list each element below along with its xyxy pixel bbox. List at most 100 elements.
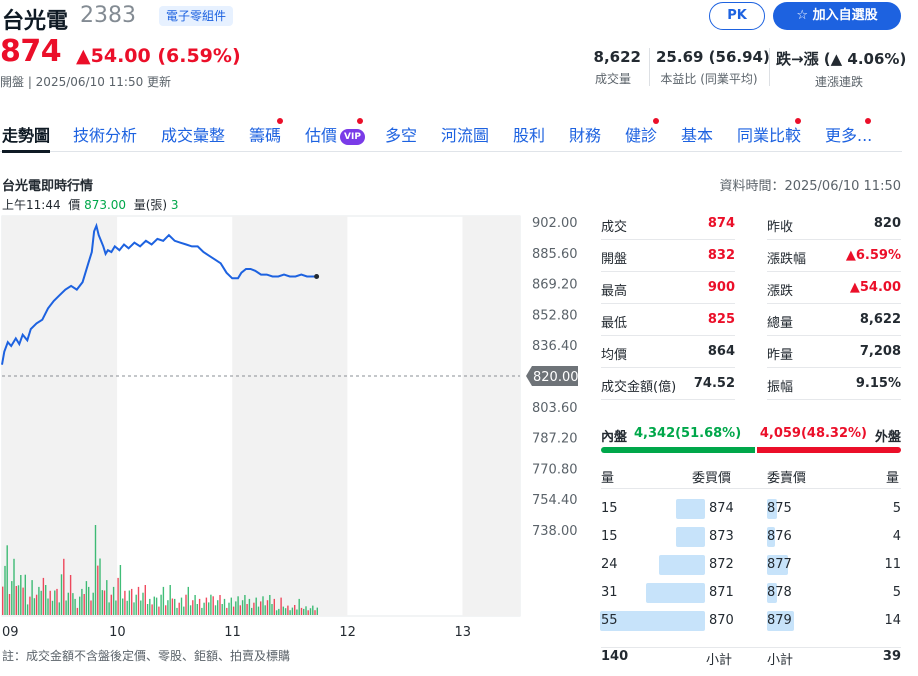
volume-bar xyxy=(208,602,210,615)
orderbook-divider xyxy=(601,488,901,489)
tab-health[interactable]: 健診 xyxy=(625,126,658,145)
ask-qty[interactable]: 5 xyxy=(892,501,901,516)
volume-bar xyxy=(72,593,74,615)
volume-bar xyxy=(112,586,115,615)
new-dot-icon xyxy=(277,118,283,124)
ask-price[interactable]: 875 xyxy=(767,501,792,516)
price-change: ▲54.00 (6.59%) xyxy=(76,45,241,67)
ask-volume-bar xyxy=(767,555,788,575)
volume-bar xyxy=(169,585,171,615)
volume-bar xyxy=(176,607,178,615)
tab-finance[interactable]: 財務 xyxy=(569,118,659,146)
bid-qty[interactable]: 24 xyxy=(601,557,618,572)
tab-trend[interactable]: 走勢圖 xyxy=(2,122,51,153)
ask-price[interactable]: 876 xyxy=(767,529,792,544)
reference-price-tag: 820.00 xyxy=(526,366,579,386)
bid-subtotal-label: 小計 xyxy=(706,653,733,668)
bid-price[interactable]: 870 xyxy=(709,613,734,628)
quote-left-value: 874 xyxy=(707,216,735,231)
volume-bar xyxy=(47,598,49,615)
tick-price-label: 價 xyxy=(68,198,81,212)
volume-bar xyxy=(251,607,253,615)
ask-qty[interactable]: 11 xyxy=(884,557,901,572)
intraday-chart[interactable]: 902.00 885.60 869.20 852.80 836.40 820.00 803.… xyxy=(0,214,590,644)
y-tick-label: 787.20 xyxy=(532,432,578,447)
ask-price[interactable]: 877 xyxy=(767,557,792,572)
volume-bar xyxy=(189,605,192,615)
last-price-dot xyxy=(314,273,320,279)
quote-right-row: 振幅 9.15% xyxy=(767,368,901,400)
tab-peers[interactable]: 同業比較 xyxy=(737,118,801,146)
orderbook-row: 55 870 879 14 xyxy=(600,607,901,635)
volume-bar xyxy=(255,597,257,615)
pk-button[interactable]: PK xyxy=(709,2,765,30)
stat-streak-label: 連漲連跌 xyxy=(814,75,863,89)
volume-bar xyxy=(178,602,180,615)
tab-trades[interactable]: 成交彙整 xyxy=(161,126,226,145)
stat-streak-value: 跌→漲 (▲ 4.06%) xyxy=(776,50,907,68)
volume-bar xyxy=(192,600,194,615)
volume-bar xyxy=(51,600,54,615)
bid-volume-bar xyxy=(600,611,705,631)
volume-bar xyxy=(235,601,237,615)
ask-qty[interactable]: 5 xyxy=(892,585,901,600)
volume-bar xyxy=(85,581,88,615)
y-tick-label: 803.60 xyxy=(532,401,578,416)
bid-qty[interactable]: 31 xyxy=(601,585,618,600)
volume-bar xyxy=(237,596,239,615)
volume-bar xyxy=(273,598,275,615)
volume-bar xyxy=(142,592,144,615)
tab-more[interactable]: 更多... xyxy=(825,118,872,146)
tab-valuation[interactable]: 估價 VIP xyxy=(305,118,365,146)
volume-bar xyxy=(106,580,108,615)
quote-left-value: 900 xyxy=(707,280,735,295)
tab-long-short[interactable]: 多空 xyxy=(385,126,418,145)
volume-bar xyxy=(303,608,305,615)
quote-right-row: 昨量 7,208 xyxy=(767,336,901,368)
quote-right-label: 昨量 xyxy=(767,348,794,363)
volume-bar xyxy=(67,592,69,615)
bid-price[interactable]: 873 xyxy=(709,529,734,544)
tab-chips[interactable]: 籌碼 xyxy=(249,118,283,146)
bid-volume-bar xyxy=(659,555,705,575)
tab-dividend[interactable]: 股利 xyxy=(513,126,546,145)
bid-price[interactable]: 872 xyxy=(709,557,734,572)
orderbook-subtotal: 140 小計 小計 39 xyxy=(601,647,901,668)
quote-right-label: 漲跌幅 xyxy=(767,252,807,267)
industry-badge[interactable]: 電子零組件 xyxy=(159,6,234,26)
quote-right-value: 9.15% xyxy=(855,376,901,391)
hour-band xyxy=(232,216,348,616)
volume-bar xyxy=(115,600,117,615)
volume-bar xyxy=(171,598,174,615)
quote-left-label: 最低 xyxy=(601,316,628,331)
ask-price[interactable]: 878 xyxy=(767,585,792,600)
quote-right-row: 昨收 820 xyxy=(767,208,901,240)
y-tick-label: 836.40 xyxy=(532,339,578,354)
quote-left-label: 成交 xyxy=(601,220,628,235)
add-to-watchlist-button[interactable]: ☆ 加入自選股 xyxy=(773,2,901,30)
ask-price[interactable]: 879 xyxy=(767,613,792,628)
tab-technical[interactable]: 技術分析 xyxy=(73,126,138,145)
bid-qty[interactable]: 55 xyxy=(601,613,618,628)
stat-pe-label: 本益比 (同業平均) xyxy=(660,72,758,86)
volume-bar xyxy=(22,587,24,615)
tab-basic[interactable]: 基本 xyxy=(681,126,714,145)
volume-bar xyxy=(185,594,187,615)
quote-right-row: 漲跌幅 ▲6.59% xyxy=(767,240,901,272)
volume-bar xyxy=(174,598,176,615)
orderbook-row: 15 873 876 4 xyxy=(601,523,901,551)
volume-bar xyxy=(88,586,90,615)
ask-qty[interactable]: 4 xyxy=(892,529,901,544)
bid-price[interactable]: 874 xyxy=(709,501,734,516)
bid-qty[interactable]: 15 xyxy=(601,501,618,516)
volume-bar xyxy=(291,607,294,615)
ask-qty[interactable]: 14 xyxy=(884,613,901,628)
volume-bar xyxy=(223,598,226,615)
volume-bar xyxy=(232,606,235,615)
tab-river[interactable]: 河流圖 xyxy=(441,126,490,145)
bid-price[interactable]: 871 xyxy=(709,585,734,600)
volume-bar xyxy=(4,565,6,615)
bid-qty[interactable]: 15 xyxy=(601,529,618,544)
quote-left-row: 最高 900 xyxy=(601,272,735,304)
quote-left-label: 最高 xyxy=(601,284,628,299)
